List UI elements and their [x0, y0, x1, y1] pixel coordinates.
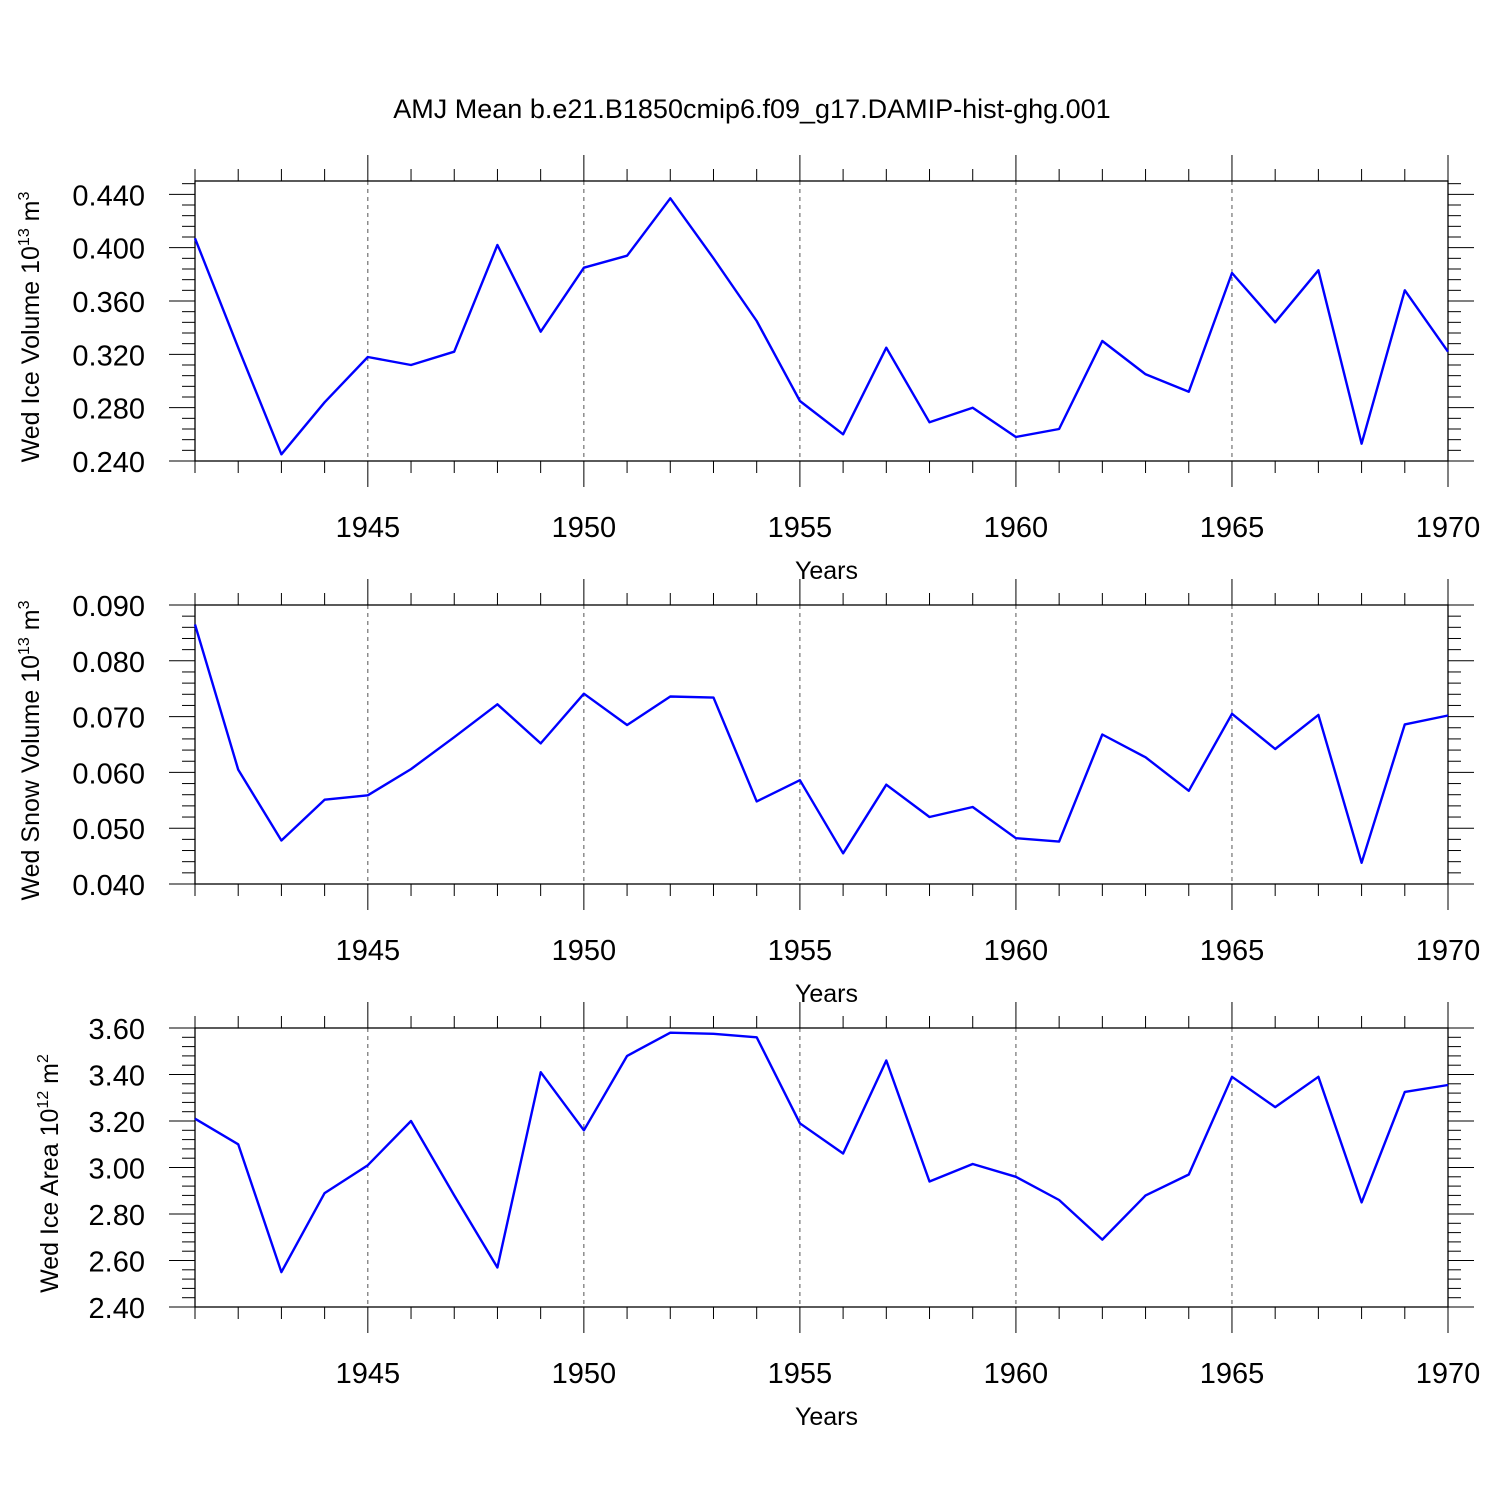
y-tick-label-0.070: 0.070 — [72, 703, 145, 735]
x-tick-label-1950: 1950 — [552, 512, 617, 544]
y-tick-label-0.320: 0.320 — [72, 340, 145, 372]
y-tick-label-0.360: 0.360 — [72, 287, 145, 319]
x-axis-label: Years — [795, 1403, 858, 1431]
series-line — [195, 625, 1448, 863]
plot-frame — [195, 1028, 1448, 1307]
x-axis-label: Years — [795, 980, 858, 1008]
y-tick-label-3.20: 3.20 — [89, 1107, 145, 1139]
x-tick-label-1960: 1960 — [984, 935, 1049, 967]
y-axis-label-part: 13 — [16, 228, 33, 246]
series-line — [195, 1033, 1448, 1272]
y-axis-label-part: Wed Ice Area 10 — [36, 1109, 64, 1293]
y-axis-label: Wed Ice Area 1012 m2 — [35, 1054, 64, 1293]
x-tick-label-1970: 1970 — [1416, 512, 1481, 544]
y-axis-label-part: 3 — [16, 191, 33, 200]
x-tick-label-1965: 1965 — [1200, 1358, 1265, 1390]
x-tick-label-1960: 1960 — [984, 512, 1049, 544]
series-line — [195, 198, 1448, 454]
x-tick-label-1945: 1945 — [336, 512, 401, 544]
x-axis-label: Years — [795, 557, 858, 585]
y-axis-label-part: 13 — [16, 637, 33, 655]
x-tick-label-1960: 1960 — [984, 1358, 1049, 1390]
y-tick-label-0.080: 0.080 — [72, 647, 145, 679]
y-tick-label-3.40: 3.40 — [89, 1061, 145, 1093]
y-axis-label-part: m — [17, 200, 45, 228]
y-axis-label-part: 2 — [35, 1054, 52, 1063]
y-axis-label-part: 3 — [16, 600, 33, 609]
y-axis-label: Wed Snow Volume 1013 m3 — [16, 600, 45, 900]
chart-title: AMJ Mean b.e21.B1850cmip6.f09_g17.DAMIP-… — [393, 94, 1110, 124]
y-axis-label-part: m — [36, 1063, 64, 1091]
y-tick-label-3.60: 3.60 — [89, 1014, 145, 1046]
y-tick-label-2.40: 2.40 — [89, 1293, 145, 1325]
y-axis-label-part: m — [17, 609, 45, 637]
y-tick-label-0.400: 0.400 — [72, 234, 145, 266]
plot-frame — [195, 605, 1448, 884]
x-tick-label-1970: 1970 — [1416, 1358, 1481, 1390]
x-tick-label-1950: 1950 — [552, 935, 617, 967]
x-tick-label-1945: 1945 — [336, 1358, 401, 1390]
x-tick-label-1955: 1955 — [768, 1358, 833, 1390]
y-tick-label-3.00: 3.00 — [89, 1154, 145, 1186]
y-axis-label-part: Wed Snow Volume 10 — [17, 655, 45, 901]
x-tick-label-1965: 1965 — [1200, 935, 1265, 967]
panel-3: 1945 1950 1955 1960 1965 1970 2.40 2.60 2.80 3.00… — [35, 1002, 1480, 1431]
y-tick-label-0.040: 0.040 — [72, 870, 145, 902]
y-tick-label-0.440: 0.440 — [72, 180, 145, 212]
y-tick-label-0.050: 0.050 — [72, 814, 145, 846]
y-axis-label-part: 12 — [35, 1091, 52, 1109]
y-tick-label-0.060: 0.060 — [72, 758, 145, 790]
y-tick-label-0.280: 0.280 — [72, 394, 145, 426]
x-tick-label-1950: 1950 — [552, 1358, 617, 1390]
x-tick-label-1970: 1970 — [1416, 935, 1481, 967]
panel-2: 1945 1950 1955 1960 1965 1970 0.040 0.050 0.060 0… — [16, 579, 1480, 1008]
x-tick-label-1955: 1955 — [768, 935, 833, 967]
y-tick-label-2.60: 2.60 — [89, 1247, 145, 1279]
y-axis-label-part: Wed Ice Volume 10 — [17, 246, 45, 462]
panel-1: 1945 1950 1955 1960 1965 1970 0.240 0.280 0.320 0… — [16, 155, 1480, 585]
y-tick-label-0.240: 0.240 — [72, 447, 145, 479]
x-tick-label-1955: 1955 — [768, 512, 833, 544]
y-tick-label-0.090: 0.090 — [72, 591, 145, 623]
y-tick-label-2.80: 2.80 — [89, 1200, 145, 1232]
x-tick-label-1965: 1965 — [1200, 512, 1265, 544]
x-tick-label-1945: 1945 — [336, 935, 401, 967]
y-axis-label: Wed Ice Volume 1013 m3 — [16, 191, 45, 462]
